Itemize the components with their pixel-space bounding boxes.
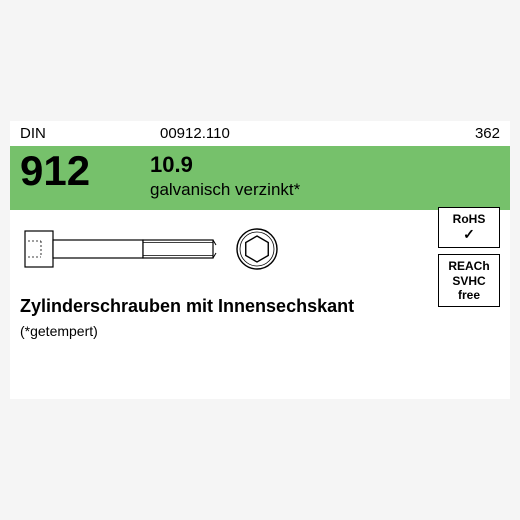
surface-finish: galvanisch verzinkt* — [150, 180, 510, 200]
product-title: Zylinderschrauben mit Innensechskant — [20, 296, 500, 317]
page-number: 362 — [450, 121, 510, 146]
screw-side-view-icon — [24, 227, 224, 271]
header-top-row: DIN 00912.110 362 — [10, 121, 510, 146]
product-note: (*getempert) — [20, 323, 500, 339]
reach-line3: free — [441, 288, 497, 302]
strength-grade: 10.9 — [150, 152, 510, 178]
technical-drawing — [20, 220, 500, 282]
screw-hex-front-icon — [234, 226, 280, 272]
din-number: 912 — [10, 150, 150, 202]
header-green-row: 912 10.9 galvanisch verzinkt* — [10, 146, 510, 210]
card-body: Zylinderschrauben mit Innensechskant (*g… — [10, 210, 510, 399]
reach-line1: REACh — [441, 259, 497, 273]
rohs-badge: RoHS ✓ — [438, 207, 500, 248]
check-icon: ✓ — [441, 226, 497, 243]
reach-badge: REACh SVHC free — [438, 254, 500, 307]
article-code: 00912.110 — [150, 121, 450, 146]
compliance-badges: RoHS ✓ REACh SVHC free — [438, 207, 500, 307]
reach-line2: SVHC — [441, 274, 497, 288]
rohs-label: RoHS — [441, 212, 497, 226]
spec-card: DIN 00912.110 362 912 10.9 galvanisch ve… — [10, 121, 510, 399]
din-label: DIN — [10, 121, 150, 146]
